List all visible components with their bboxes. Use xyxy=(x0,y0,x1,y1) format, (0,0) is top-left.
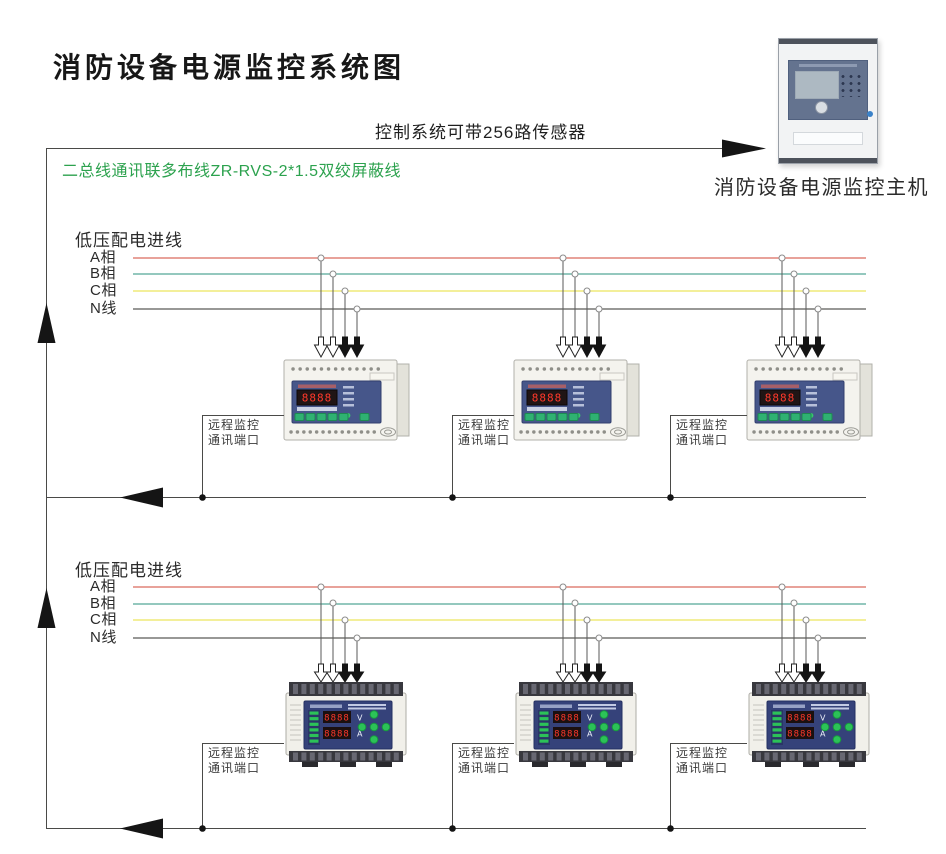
junction-dot xyxy=(199,825,206,832)
phase-c-label: C相 xyxy=(90,282,117,299)
remote-port-label: 远程监控 通讯端口 xyxy=(676,418,729,447)
monitor-host-cabinet xyxy=(778,38,878,164)
phase-tap-group xyxy=(314,583,364,683)
host-door-slot xyxy=(793,132,863,145)
host-screen xyxy=(795,71,839,99)
host-top-trim xyxy=(779,39,877,44)
phase-n-label: N线 xyxy=(90,300,117,317)
power-monitor-module xyxy=(282,358,411,442)
junction-dot xyxy=(667,825,674,832)
phase-a-label: A相 xyxy=(90,249,117,266)
phase-a-label: A相 xyxy=(90,578,117,595)
phase-c-label: C相 xyxy=(90,611,117,628)
bus-wire-spec-label: 二总线通讯联多布线ZR-RVS-2*1.5双绞屏蔽线 xyxy=(62,163,401,180)
port-connection-brackets xyxy=(202,415,747,497)
junction-dot xyxy=(199,494,206,501)
incoming-line-label: 低压配电进线 xyxy=(75,561,183,580)
power-monitor-module xyxy=(512,358,641,442)
right-arrow-icon xyxy=(722,139,766,158)
incoming-line-label: 低压配电进线 xyxy=(75,231,183,250)
remote-port-label: 远程监控 通讯端口 xyxy=(208,746,261,775)
junction-dot xyxy=(667,494,674,501)
phase-tap-group xyxy=(556,254,606,358)
sensor-capacity-label: 控制系统可带256路传感器 xyxy=(375,123,587,142)
power-monitor-module xyxy=(745,358,874,442)
phase-b-label: B相 xyxy=(90,265,117,282)
host-label: 消防设备电源监控主机 xyxy=(714,177,929,199)
junction-dot xyxy=(449,825,456,832)
phase-tap-group xyxy=(775,254,825,358)
left-arrow-icon xyxy=(120,818,163,839)
phase-b-label: B相 xyxy=(90,595,117,612)
remote-port-label: 远程监控 通讯端口 xyxy=(458,418,511,447)
power-monitor-module xyxy=(516,682,636,767)
host-control-panel xyxy=(788,60,868,120)
phase-n-label: N线 xyxy=(90,629,117,646)
remote-port-label: 远程监控 通讯端口 xyxy=(208,418,261,447)
power-monitor-module xyxy=(286,682,406,767)
power-monitor-module xyxy=(749,682,869,767)
phase-tap-group xyxy=(775,583,825,683)
host-round-button xyxy=(815,101,828,114)
up-arrow-icon xyxy=(37,303,56,343)
phase-tap-group xyxy=(556,583,606,683)
junction-dot xyxy=(449,494,456,501)
up-arrow-icon xyxy=(37,588,56,628)
page-title: 消防设备电源监控系统图 xyxy=(53,51,406,84)
host-panel-title-strip xyxy=(799,64,857,67)
remote-port-label: 远程监控 通讯端口 xyxy=(458,746,511,775)
host-keypad xyxy=(837,71,863,97)
host-bottom-trim xyxy=(779,158,877,163)
port-connection-brackets xyxy=(202,743,747,828)
host-indicator-led xyxy=(867,111,873,117)
remote-port-label: 远程监控 通讯端口 xyxy=(676,746,729,775)
phase-tap-group xyxy=(314,254,364,358)
left-arrow-icon xyxy=(120,487,163,508)
